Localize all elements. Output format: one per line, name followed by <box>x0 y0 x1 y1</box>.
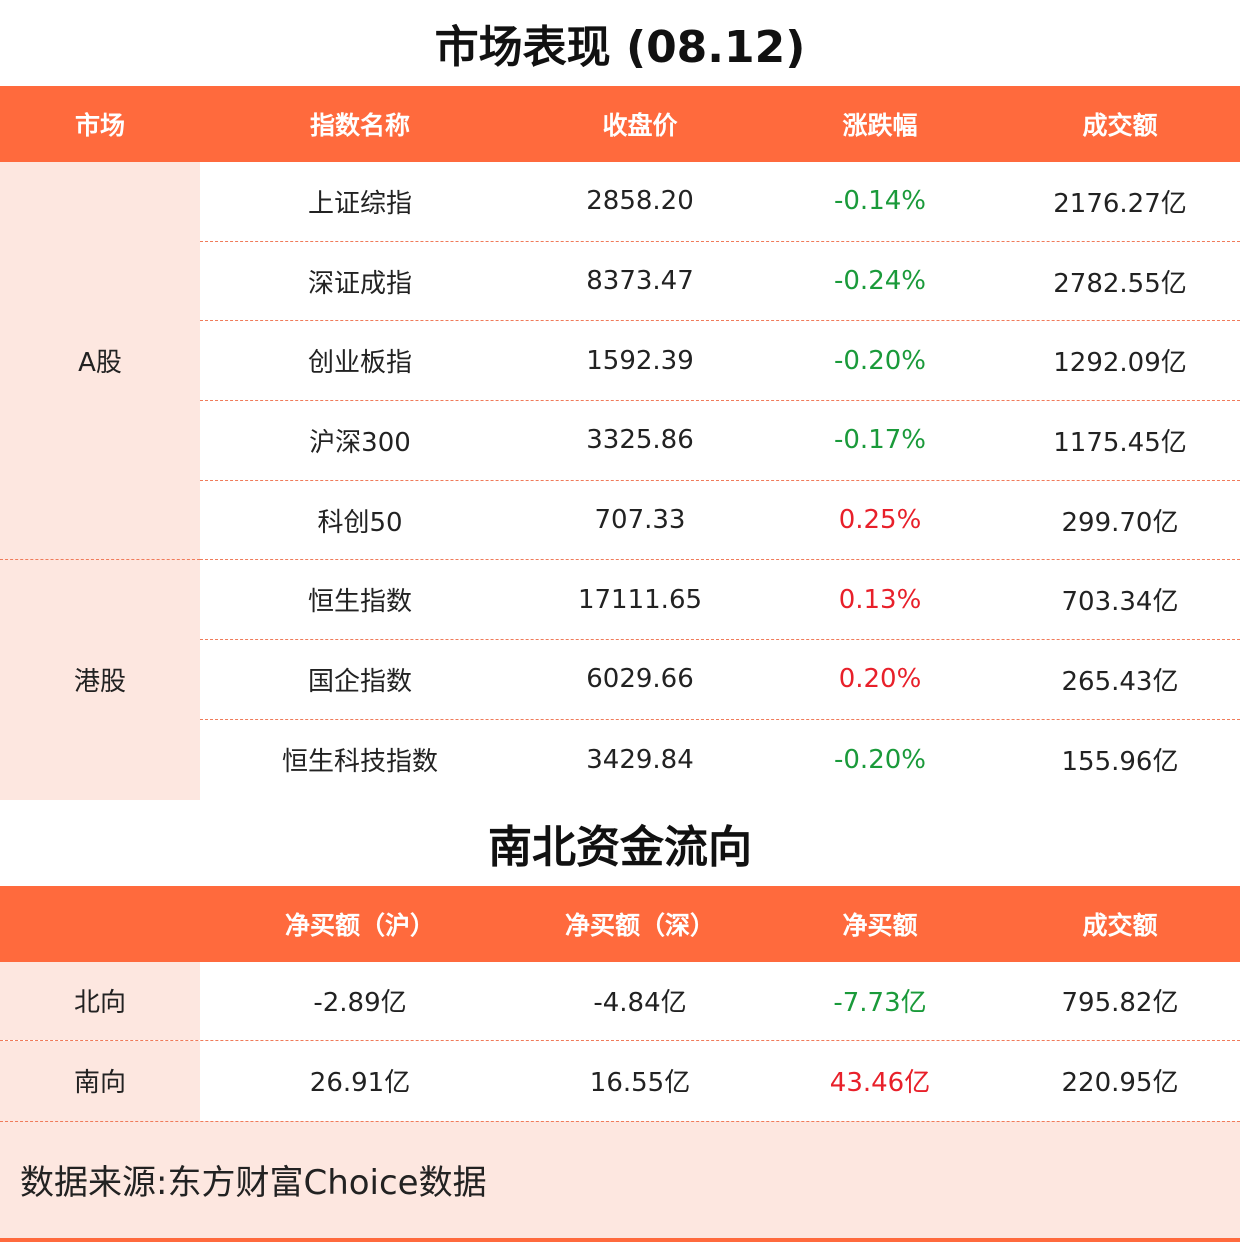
flow-net-sh: -2.89亿 <box>313 988 407 1019</box>
header-change: 涨跌幅 <box>842 111 918 140</box>
flow-title: 南北资金流向 <box>488 821 752 873</box>
index-volume: 1175.45亿 <box>1053 427 1187 458</box>
table-row: 恒生科技指数 3429.84 -0.20% 155.96亿 <box>200 720 1240 800</box>
index-name: 创业板指 <box>307 348 412 379</box>
data-source: 数据来源:东方财富Choice数据 <box>0 1120 1240 1242</box>
flow-net: 43.46亿 <box>829 1068 931 1099</box>
flow-table-body: 北向 -2.89亿 -4.84亿 -7.73亿 795.82亿 南向 26.91… <box>0 961 1240 1121</box>
index-rows: 上证综指 2858.20 -0.14% 2176.27亿 深证成指 8373.4… <box>200 162 1240 800</box>
market-label-hk: 港股 <box>73 666 126 697</box>
index-change: -0.14% <box>834 186 926 217</box>
index-change: 0.20% <box>838 664 922 695</box>
index-close: 8373.47 <box>586 266 694 297</box>
table-row: 深证成指 8373.47 -0.24% 2782.55亿 <box>200 242 1240 322</box>
index-close: 3325.86 <box>586 425 694 456</box>
flow-net: -7.73亿 <box>833 988 927 1019</box>
market-column: A股 港股 <box>0 162 200 800</box>
header-net-sh: 净买额（沪） <box>284 910 435 940</box>
index-volume: 155.96亿 <box>1061 747 1179 778</box>
header-net: 净买额 <box>842 910 918 940</box>
index-volume: 299.70亿 <box>1061 507 1179 538</box>
header-volume: 成交额 <box>1082 111 1158 140</box>
index-name: 国企指数 <box>307 666 412 697</box>
index-change: 0.25% <box>838 505 922 536</box>
header-net-sz: 净买额（深） <box>564 910 715 940</box>
flow-net-sz: 16.55亿 <box>589 1068 691 1099</box>
index-name: 沪深300 <box>309 427 411 458</box>
table-row: 上证综指 2858.20 -0.14% 2176.27亿 <box>200 162 1240 242</box>
header-close: 收盘价 <box>602 111 678 140</box>
table-row: 国企指数 6029.66 0.20% 265.43亿 <box>200 640 1240 720</box>
flow-direction: 北向 <box>0 961 200 1040</box>
index-volume: 2176.27亿 <box>1053 188 1187 219</box>
index-volume: 703.34亿 <box>1061 587 1179 618</box>
table-row: 南向 26.91亿 16.55亿 43.46亿 220.95亿 <box>0 1041 1240 1121</box>
flow-direction: 南向 <box>0 1041 200 1121</box>
header-index-name: 指数名称 <box>309 111 410 140</box>
flow-net-sh: 26.91亿 <box>309 1068 411 1099</box>
header-direction <box>0 886 200 962</box>
index-name: 科创50 <box>317 507 403 538</box>
header-market: 市场 <box>74 111 125 140</box>
flow-volume: 795.82亿 <box>1061 988 1179 1019</box>
index-name: 上证综指 <box>307 188 412 219</box>
index-close: 1592.39 <box>586 345 694 376</box>
index-close: 707.33 <box>594 505 686 536</box>
header-flow-volume: 成交额 <box>1082 910 1158 940</box>
market-table-header: 市场 指数名称 收盘价 涨跌幅 成交额 <box>0 86 1240 162</box>
index-close: 3429.84 <box>586 744 694 775</box>
table-row: 沪深300 3325.86 -0.17% 1175.45亿 <box>200 401 1240 481</box>
table-row: 科创50 707.33 0.25% 299.70亿 <box>200 481 1240 561</box>
index-name: 恒生科技指数 <box>281 747 438 778</box>
index-name: 深证成指 <box>307 268 412 299</box>
market-title: 市场表现 (08.12) <box>434 22 806 73</box>
flow-table-header: 净买额（沪） 净买额（深） 净买额 成交额 <box>0 885 1240 962</box>
index-change: 0.13% <box>838 584 922 615</box>
index-volume: 1292.09亿 <box>1053 348 1187 379</box>
index-change: -0.20% <box>834 744 926 775</box>
index-volume: 2782.55亿 <box>1053 268 1187 299</box>
index-change: -0.17% <box>834 425 926 456</box>
flow-volume: 220.95亿 <box>1061 1068 1179 1099</box>
index-name: 恒生指数 <box>307 587 412 618</box>
market-label-a-share: A股 <box>0 162 200 560</box>
market-table-body: A股 港股 上证综指 2858.20 -0.14% 2176.27亿 深证成指 … <box>0 162 1240 800</box>
table-row: 恒生指数 17111.65 0.13% 703.34亿 <box>200 560 1240 641</box>
table-row: 北向 -2.89亿 -4.84亿 -7.73亿 795.82亿 <box>0 961 1240 1041</box>
index-change: -0.20% <box>834 345 926 376</box>
flow-net-sz: -4.84亿 <box>593 988 687 1019</box>
index-close: 6029.66 <box>586 664 694 695</box>
index-volume: 265.43亿 <box>1061 666 1179 697</box>
index-close: 2858.20 <box>586 186 694 217</box>
index-close: 17111.65 <box>577 584 703 615</box>
index-change: -0.24% <box>834 266 926 297</box>
table-row: 创业板指 1592.39 -0.20% 1292.09亿 <box>200 321 1240 402</box>
